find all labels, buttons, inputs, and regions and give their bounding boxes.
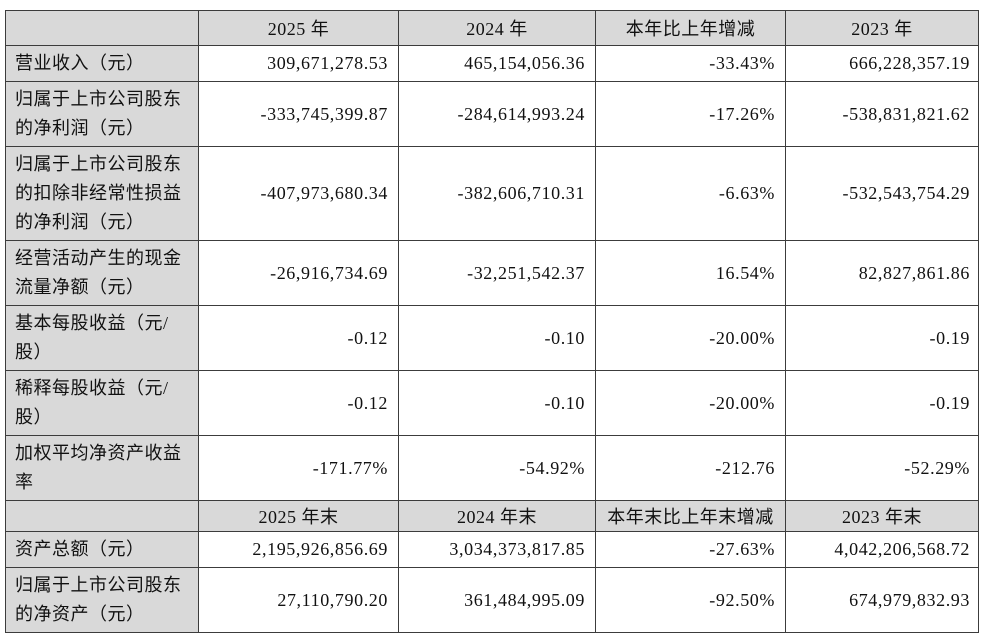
metric-value: -382,606,710.31 [398,146,596,241]
metric-label: 加权平均净资产收益率 [5,435,199,501]
column-header-year-end-change: 本年末比上年末增减 [595,500,786,532]
corner-cell [5,10,199,46]
table-row-net-assets: 归属于上市公司股东的净资产（元） 27,110,790.20 361,484,9… [5,567,979,633]
metric-value: -538,831,821.62 [785,81,979,147]
table-header-row-year-end: 2025 年末 2024 年末 本年末比上年末增减 2023 年末 [5,500,979,532]
metric-label: 归属于上市公司股东的净资产（元） [5,567,199,633]
metric-value: 309,671,278.53 [198,45,399,82]
metric-value: -171.77% [198,435,399,501]
metric-value: 361,484,995.09 [398,567,596,633]
metric-value: -0.12 [198,305,399,371]
metric-value: 16.54% [595,240,786,306]
column-header-2024-end: 2024 年末 [398,500,596,532]
metric-label: 经营活动产生的现金流量净额（元） [5,240,199,306]
metric-value: -32,251,542.37 [398,240,596,306]
column-header-2025-end: 2025 年末 [198,500,399,532]
metric-label: 资产总额（元） [5,531,199,568]
metric-value: -27.63% [595,531,786,568]
column-header-2023: 2023 年 [785,10,979,46]
metric-value: -52.29% [785,435,979,501]
metric-value: -333,745,399.87 [198,81,399,147]
column-header-2025: 2025 年 [198,10,399,46]
metric-value: -33.43% [595,45,786,82]
column-header-2024: 2024 年 [398,10,596,46]
column-header-2023-end: 2023 年末 [785,500,979,532]
metric-value: -6.63% [595,146,786,241]
metric-value: 3,034,373,817.85 [398,531,596,568]
metric-label: 稀释每股收益（元/股） [5,370,199,436]
table-row-diluted-eps: 稀释每股收益（元/股） -0.12 -0.10 -20.00% -0.19 [5,370,979,436]
metric-label: 营业收入（元） [5,45,199,82]
column-header-yoy-change: 本年比上年增减 [595,10,786,46]
metric-label: 归属于上市公司股东的净利润（元） [5,81,199,147]
table-row-total-assets: 资产总额（元） 2,195,926,856.69 3,034,373,817.8… [5,531,979,568]
metric-value: 666,228,357.19 [785,45,979,82]
metric-value: -212.76 [595,435,786,501]
metric-value: 4,042,206,568.72 [785,531,979,568]
metric-value: -284,614,993.24 [398,81,596,147]
metric-value: 674,979,832.93 [785,567,979,633]
table-header-row-annual: 2025 年 2024 年 本年比上年增减 2023 年 [5,10,979,46]
metric-value: -92.50% [595,567,786,633]
table-row-net-profit: 归属于上市公司股东的净利润（元） -333,745,399.87 -284,61… [5,81,979,147]
metric-value: -20.00% [595,305,786,371]
financial-summary-table: 2025 年 2024 年 本年比上年增减 2023 年 营业收入（元） 309… [5,10,979,633]
metric-label: 归属于上市公司股东的扣除非经常性损益的净利润（元） [5,146,199,241]
metric-value: -407,973,680.34 [198,146,399,241]
table-row-net-profit-excl-nonrecurring: 归属于上市公司股东的扣除非经常性损益的净利润（元） -407,973,680.3… [5,146,979,241]
metric-value: 27,110,790.20 [198,567,399,633]
metric-value: -0.19 [785,370,979,436]
table-row-weighted-avg-roe: 加权平均净资产收益率 -171.77% -54.92% -212.76 -52.… [5,435,979,501]
metric-value: -26,916,734.69 [198,240,399,306]
metric-label: 基本每股收益（元/股） [5,305,199,371]
metric-value: -0.10 [398,370,596,436]
metric-value: -0.10 [398,305,596,371]
table-row-revenue: 营业收入（元） 309,671,278.53 465,154,056.36 -3… [5,45,979,82]
metric-value: -0.12 [198,370,399,436]
metric-value: -17.26% [595,81,786,147]
corner-cell [5,500,199,532]
metric-value: 82,827,861.86 [785,240,979,306]
metric-value: 2,195,926,856.69 [198,531,399,568]
metric-value: -20.00% [595,370,786,436]
metric-value: -54.92% [398,435,596,501]
metric-value: -0.19 [785,305,979,371]
table-row-operating-cash-flow: 经营活动产生的现金流量净额（元） -26,916,734.69 -32,251,… [5,240,979,306]
metric-value: 465,154,056.36 [398,45,596,82]
table-row-basic-eps: 基本每股收益（元/股） -0.12 -0.10 -20.00% -0.19 [5,305,979,371]
metric-value: -532,543,754.29 [785,146,979,241]
